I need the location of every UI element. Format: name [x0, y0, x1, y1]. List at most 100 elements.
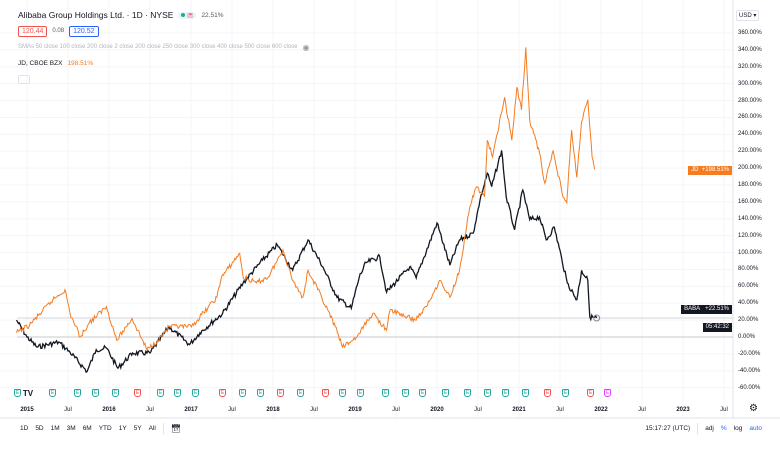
price-axis-label: 120.00%: [738, 232, 762, 239]
range-button-ytd[interactable]: YTD: [98, 425, 112, 432]
currency-dropdown[interactable]: USD ▾: [736, 10, 760, 21]
time-axis-label: Jul: [228, 407, 236, 413]
divider: [697, 423, 699, 434]
baba-tag-symbol: BABA: [684, 306, 701, 312]
sell-button[interactable]: 120.44: [18, 25, 48, 37]
tradingview-logo[interactable]: TV: [22, 388, 34, 399]
jd-series-line[interactable]: [16, 47, 596, 351]
earnings-icon[interactable]: E: [382, 389, 389, 397]
earnings-icon[interactable]: E: [174, 389, 181, 397]
earnings-icon[interactable]: E: [192, 389, 199, 397]
symbol-title[interactable]: Alibaba Group Holdings Ltd. · 1D · NYSE: [18, 10, 174, 20]
earnings-icon[interactable]: E: [49, 389, 56, 397]
time-axis-label: Jul: [146, 407, 154, 413]
earnings-icon[interactable]: E: [14, 389, 21, 397]
price-axis-label: 40.00%: [738, 300, 759, 307]
sma-indicator-legend[interactable]: SMAs 50 close 100 close 200 close 2 clos…: [18, 44, 298, 50]
adj-toggle[interactable]: adj: [705, 425, 714, 432]
jd-tag-value: +198.51%: [701, 167, 729, 173]
date-range-calendar-icon[interactable]: 📅︎: [170, 424, 182, 433]
jd-price-tag: JD +198.51%: [688, 166, 732, 175]
time-axis-label: 2020: [430, 407, 444, 413]
chart-legend: Alibaba Group Holdings Ltd. · 1D · NYSE …: [18, 8, 310, 88]
baba-series-line[interactable]: [15, 150, 598, 374]
price-axis-label: 20.00%: [738, 317, 759, 324]
time-axis-label: Jul: [392, 407, 400, 413]
range-button-3m[interactable]: 3M: [66, 425, 76, 432]
earnings-icon[interactable]: E: [484, 389, 491, 397]
time-axis-label: 2018: [266, 407, 280, 413]
earnings-icon[interactable]: E: [522, 389, 529, 397]
market-status-toggle[interactable]: =: [178, 11, 197, 19]
price-axis-label: 360.00%: [738, 30, 762, 37]
range-bar: 1D 5D 1M 3M 6M YTD 1Y 5Y All 📅︎: [20, 423, 181, 434]
earnings-icon[interactable]: E: [219, 389, 226, 397]
earnings-icon[interactable]: E: [339, 389, 346, 397]
earnings-icon[interactable]: E: [562, 389, 569, 397]
settings-gear-icon[interactable]: ⚙: [749, 403, 758, 414]
compare-symbol[interactable]: JD, CBOE BZX: [18, 59, 63, 67]
price-axis-label: 140.00%: [738, 215, 762, 222]
earnings-icon[interactable]: E: [419, 389, 426, 397]
time-axis-label: 2016: [102, 407, 116, 413]
range-button-5y[interactable]: 5Y: [133, 425, 142, 432]
price-axis-label: -40.00%: [738, 367, 761, 374]
earnings-icon[interactable]: E: [112, 389, 119, 397]
price-axis-label: 260.00%: [738, 114, 762, 121]
price-axis-label: 0.00%: [738, 334, 756, 340]
bar-countdown: 05:42:32: [702, 323, 732, 332]
eye-hidden-icon[interactable]: ◉: [302, 42, 310, 52]
market-open-icon: [181, 12, 186, 17]
earnings-icon[interactable]: E: [297, 389, 304, 397]
range-button-5d[interactable]: 5D: [35, 425, 44, 432]
earnings-icon[interactable]: E: [322, 389, 329, 397]
range-button-1y[interactable]: 1Y: [118, 425, 127, 432]
earnings-icon[interactable]: E: [134, 389, 141, 397]
earnings-icon[interactable]: E: [74, 389, 81, 397]
time-axis-label: 2015: [20, 407, 34, 413]
time-axis-label: 2022: [594, 407, 608, 413]
earnings-icon[interactable]: E: [92, 389, 99, 397]
earnings-icon[interactable]: E: [239, 389, 246, 397]
earnings-icon[interactable]: E: [464, 389, 471, 397]
range-button-1d[interactable]: 1D: [20, 425, 29, 432]
earnings-icon[interactable]: E: [442, 389, 449, 397]
log-scale-toggle[interactable]: log: [733, 425, 743, 432]
price-axis-label: 240.00%: [738, 131, 762, 138]
earnings-icon[interactable]: E: [357, 389, 364, 397]
baba-tag-value: +22.51%: [705, 306, 729, 312]
price-axis-label: 320.00%: [738, 63, 762, 70]
price-axis-label: 80.00%: [738, 266, 759, 273]
price-axis-label: -20.00%: [738, 350, 761, 357]
earnings-icon[interactable]: E: [502, 389, 509, 397]
earnings-icon[interactable]: E: [257, 389, 264, 397]
chart-options: 15:17:27 (UTC) adj % log auto: [645, 423, 762, 434]
collapse-legend-button[interactable]: [18, 74, 30, 84]
earnings-icon[interactable]: E: [402, 389, 409, 397]
percent-scale-toggle[interactable]: %: [720, 425, 727, 432]
time-axis-label: Jul: [556, 407, 564, 413]
compare-percent: 198.51%: [67, 59, 94, 67]
earnings-icon[interactable]: E: [604, 389, 611, 397]
earnings-icon[interactable]: E: [544, 389, 551, 397]
auto-scale-toggle[interactable]: auto: [749, 425, 762, 432]
price-axis-label: 160.00%: [738, 198, 762, 205]
range-button-1m[interactable]: 1M: [50, 425, 60, 432]
range-button-all[interactable]: All: [148, 425, 156, 432]
currency-label: USD: [739, 13, 752, 19]
earnings-icon[interactable]: E: [587, 389, 594, 397]
clock-time[interactable]: 15:17:27 (UTC): [645, 425, 691, 432]
earnings-icon[interactable]: E: [157, 389, 164, 397]
baba-price-tag: BABA +22.51%: [681, 305, 732, 314]
price-axis-label: 220.00%: [738, 148, 762, 155]
earnings-icon[interactable]: E: [277, 389, 284, 397]
change-percent: 22.51%: [201, 11, 224, 19]
buy-button[interactable]: 120.52: [69, 25, 99, 37]
time-axis-label: 2019: [348, 407, 362, 413]
range-button-6m[interactable]: 6M: [82, 425, 92, 432]
jd-tag-symbol: JD: [691, 167, 699, 173]
price-axis-label: 60.00%: [738, 283, 759, 290]
price-axis-label: 200.00%: [738, 165, 762, 172]
series-layer: [15, 47, 598, 374]
